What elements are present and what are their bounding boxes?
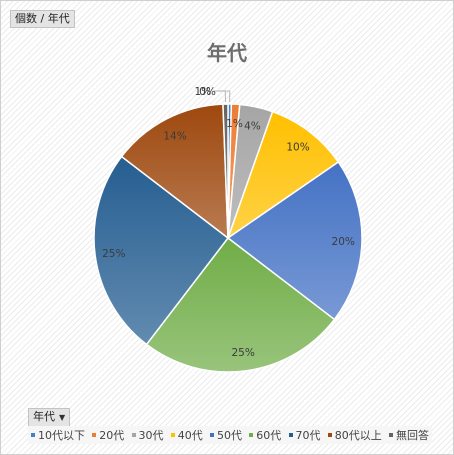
- legend-item-10代以下: 10代以下: [31, 427, 85, 443]
- legend-label: 20代: [99, 429, 125, 442]
- data-label-無回答: 1%: [195, 86, 212, 98]
- legend-swatch: [249, 433, 254, 437]
- leader-line: [217, 90, 231, 103]
- legend-item-50代: 50代: [210, 427, 242, 443]
- chevron-down-icon: ▼: [59, 413, 66, 422]
- legend-label: 30代: [138, 429, 164, 442]
- chart-legend: 10代以下 20代 30代 40代 50代 60代 70代 80代以上 無回答: [28, 426, 432, 444]
- legend-swatch: [210, 433, 214, 437]
- data-label-70代: 25%: [102, 248, 125, 260]
- legend-item-40代: 40代: [170, 427, 203, 443]
- pie-slice-40代[interactable]: [226, 110, 340, 240]
- legend-item-無回答: 無回答: [389, 427, 429, 443]
- legend-label: 50代: [217, 429, 242, 442]
- category-field-label: 年代: [33, 410, 55, 423]
- data-label-40代: 10%: [286, 142, 309, 154]
- legend-swatch: [31, 433, 35, 437]
- legend-label: 無回答: [396, 429, 429, 442]
- legend-item-60代: 60代: [249, 427, 281, 443]
- data-label-50代: 20%: [332, 236, 355, 248]
- legend-label: 10代以下: [38, 429, 85, 442]
- legend-swatch: [327, 433, 332, 437]
- legend-swatch: [92, 433, 97, 437]
- pie-slice-80代以上[interactable]: [120, 103, 229, 240]
- legend-label: 40代: [177, 429, 203, 442]
- legend-swatch: [288, 433, 293, 437]
- data-label-80代以上: 14%: [163, 131, 186, 143]
- legend-swatch: [389, 433, 393, 437]
- pie-slice-50代[interactable]: [226, 160, 363, 321]
- legend-item-30代: 30代: [131, 427, 164, 443]
- legend-swatch: [131, 433, 136, 437]
- data-label-20代: 1%: [226, 118, 243, 130]
- legend-label: 60代: [256, 429, 282, 442]
- legend-item-80代以上: 80代以上: [327, 427, 382, 443]
- data-label-10代以下: 0%: [199, 86, 216, 98]
- legend-label: 80代以上: [334, 429, 382, 442]
- value-field-label: 個数 / 年代: [15, 12, 70, 25]
- pie-slice-70代[interactable]: [93, 155, 230, 346]
- data-label-30代: 4%: [244, 120, 261, 132]
- legend-item-70代: 70代: [288, 427, 321, 443]
- chart-title: 年代: [207, 41, 247, 65]
- legend-item-20代: 20代: [92, 427, 124, 443]
- pie-slice-60代[interactable]: [145, 236, 336, 373]
- legend-swatch: [170, 433, 175, 437]
- pie-slice-無回答[interactable]: [222, 103, 229, 239]
- category-field-button[interactable]: 年代 ▼: [28, 408, 71, 427]
- legend-label: 70代: [295, 429, 321, 442]
- leader-line: [213, 90, 226, 103]
- data-label-60代: 25%: [231, 347, 254, 359]
- value-field-button[interactable]: 個数 / 年代: [10, 10, 75, 28]
